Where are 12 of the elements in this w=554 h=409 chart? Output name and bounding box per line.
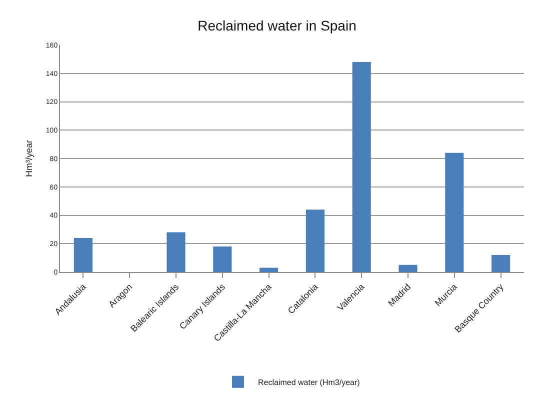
bar	[492, 254, 510, 272]
bar	[74, 238, 92, 272]
bar	[352, 62, 371, 272]
bar	[166, 232, 186, 272]
chart-title: Reclaimed water in Spain	[198, 17, 356, 34]
bar	[260, 268, 278, 272]
bar	[213, 246, 232, 272]
bar	[445, 152, 464, 272]
y-axis-title: Hm³/year	[24, 140, 34, 178]
legend-label: Reclaimed water (Hm3/year)	[258, 378, 360, 387]
bar	[306, 210, 324, 272]
bar	[398, 264, 418, 272]
